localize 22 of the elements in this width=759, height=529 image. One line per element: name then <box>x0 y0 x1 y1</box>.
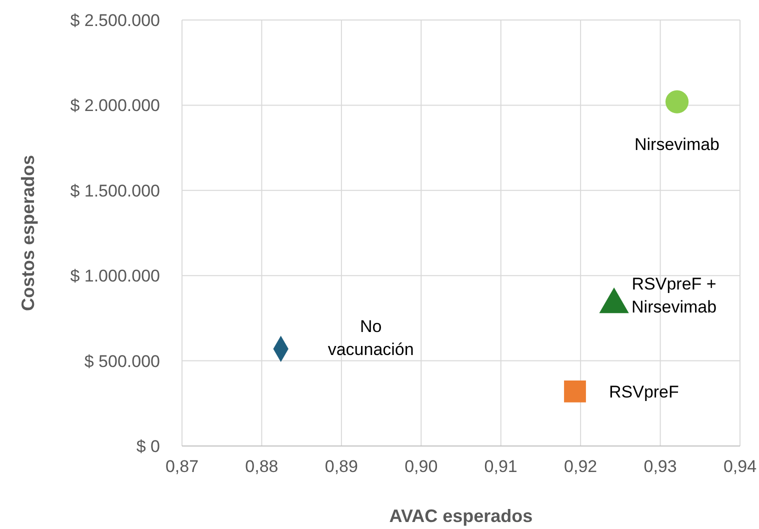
y-tick-label: $ 1.000.000 <box>70 266 160 286</box>
series-label: RSVpreF + Nirsevimab <box>632 274 717 317</box>
x-tick-label: 0,87 <box>165 457 199 476</box>
x-tick-label: 0,90 <box>404 457 438 476</box>
point <box>665 90 689 114</box>
x-tick-label: 0,94 <box>723 457 757 476</box>
y-tick-label: $ 500.000 <box>84 352 160 371</box>
series-label: Nirsevimab <box>634 134 720 154</box>
x-tick-label: 0,93 <box>644 457 677 476</box>
x-axis-title: AVAC esperados <box>389 506 533 526</box>
y-axis-title: Costos esperados <box>18 154 38 312</box>
y-tick-label: $ 2.500.000 <box>70 11 160 30</box>
x-tick-label: 0,91 <box>484 457 518 476</box>
y-tick-label: $ 1.500.000 <box>70 181 160 200</box>
x-tick-label: 0,89 <box>324 457 358 476</box>
x-tick-label: 0,88 <box>245 457 278 476</box>
point <box>564 380 586 402</box>
x-tick-label: 0,92 <box>564 457 598 476</box>
text: No vacunación <box>328 316 414 359</box>
series-label: RSVpreF <box>608 382 679 402</box>
y-tick-label: $ 2.000.000 <box>70 96 160 116</box>
y-tick-label: $ 0 <box>136 437 160 456</box>
